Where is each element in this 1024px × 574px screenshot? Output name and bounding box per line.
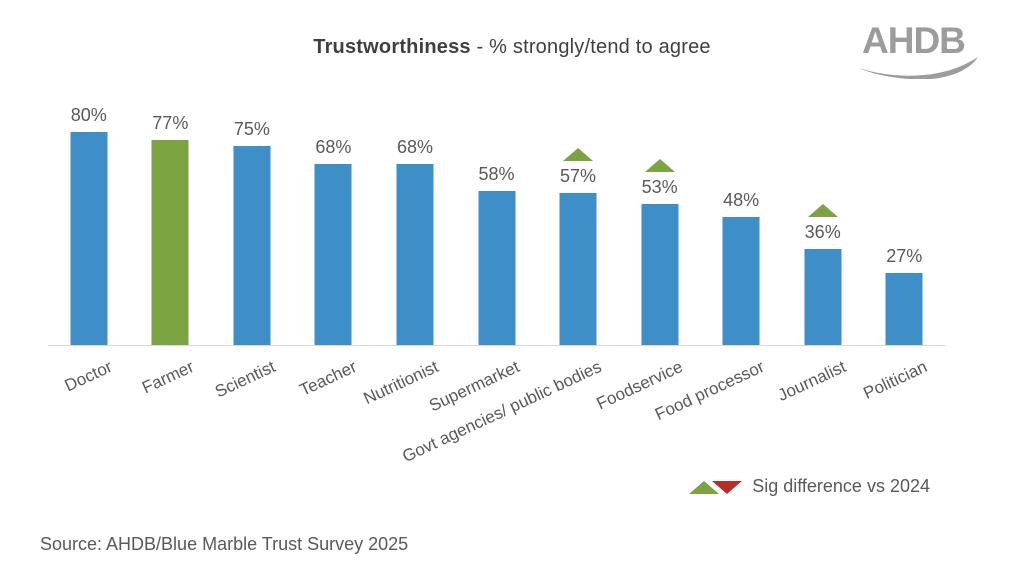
bar-nutritionist <box>396 164 434 345</box>
bar-slot-scientist: 75% Scientist <box>211 79 293 402</box>
sig-increase-triangle-icon <box>807 204 838 218</box>
x-axis-label-doctor: Doctor <box>61 357 115 396</box>
bar-chart-plot: 80% Doctor 77% Farmer 75% Scientist 68% Teacher… <box>48 79 945 466</box>
bar-doctor <box>70 132 108 345</box>
bar-slot-farmer: 77% Farmer <box>130 79 212 397</box>
bar-value-label-doctor: 80% <box>70 105 107 126</box>
x-axis-label-scientist: Scientist <box>211 357 278 402</box>
source-note: Source: AHDB/Blue Marble Trust Survey 20… <box>40 534 409 554</box>
x-axis-label-journalist: Journalist <box>774 357 849 405</box>
bar-slot-doctor: 80% Doctor <box>48 79 130 395</box>
bar-slot-nutritionist: 68% Nutritionist <box>360 79 456 408</box>
bar-slot-teacher: 68% Teacher <box>293 79 375 400</box>
x-axis-line <box>48 345 945 346</box>
bar-slot-journalist: 36% Journalist <box>775 79 864 405</box>
sig-difference-triangles-icon <box>689 480 743 494</box>
bar-supermarket <box>478 190 515 345</box>
bars-container: 80% Doctor 77% Farmer 75% Scientist 68% Teacher… <box>48 79 945 466</box>
ahdb-logo-text: AHDB <box>862 20 966 61</box>
x-axis-label-politician: Politician <box>860 357 931 403</box>
sig-increase-triangle-icon <box>644 159 675 173</box>
bar-value-label-supermarket: 58% <box>478 163 515 184</box>
bar-slot-supermarket: 58% Supermarket <box>426 79 538 416</box>
bar-slot-food-processor: 48% Food processor <box>652 79 782 424</box>
legend-label: Sig difference vs 2024 <box>752 476 930 496</box>
ahdb-logo-swoosh-icon <box>859 57 978 79</box>
bar-value-label-govt-agencies-public-bodies: 57% <box>560 166 597 187</box>
bar-value-label-farmer: 77% <box>152 113 189 134</box>
bar-value-label-nutritionist: 68% <box>396 137 433 158</box>
chart-title-main: Trustworthiness <box>313 36 471 58</box>
bar-farmer <box>151 140 189 345</box>
bar-value-label-politician: 27% <box>886 246 923 267</box>
sig-increase-triangle-icon <box>563 148 594 162</box>
bar-govt-agencies-public-bodies <box>559 193 597 345</box>
bar-slot-politician: 27% Politician <box>861 79 945 403</box>
chart-title: Trustworthiness - % strongly/tend to agr… <box>0 36 1024 59</box>
x-axis-label-teacher: Teacher <box>296 357 360 400</box>
ahdb-logo: AHDB <box>856 22 986 79</box>
bar-value-label-scientist: 75% <box>233 118 270 139</box>
x-axis-label-farmer: Farmer <box>138 357 197 398</box>
bar-slot-govt-agencies-public-bodies: 57% Govt agencies/ public bodies <box>399 79 619 466</box>
bar-teacher <box>314 164 352 345</box>
bar-value-label-foodservice: 53% <box>641 177 678 198</box>
bar-food-processor <box>722 217 760 345</box>
legend: Sig difference vs 2024 <box>689 476 930 497</box>
bar-foodservice <box>641 204 679 345</box>
bar-value-label-teacher: 68% <box>315 137 352 158</box>
bar-journalist <box>804 249 842 345</box>
bar-value-label-food-processor: 48% <box>723 190 760 211</box>
bar-slot-foodservice: 53% Foodservice <box>594 79 701 413</box>
chart-title-subtitle: - % strongly/tend to agree <box>470 36 711 58</box>
bar-scientist <box>233 145 271 345</box>
bar-politician <box>885 273 923 345</box>
bar-value-label-journalist: 36% <box>804 222 841 243</box>
